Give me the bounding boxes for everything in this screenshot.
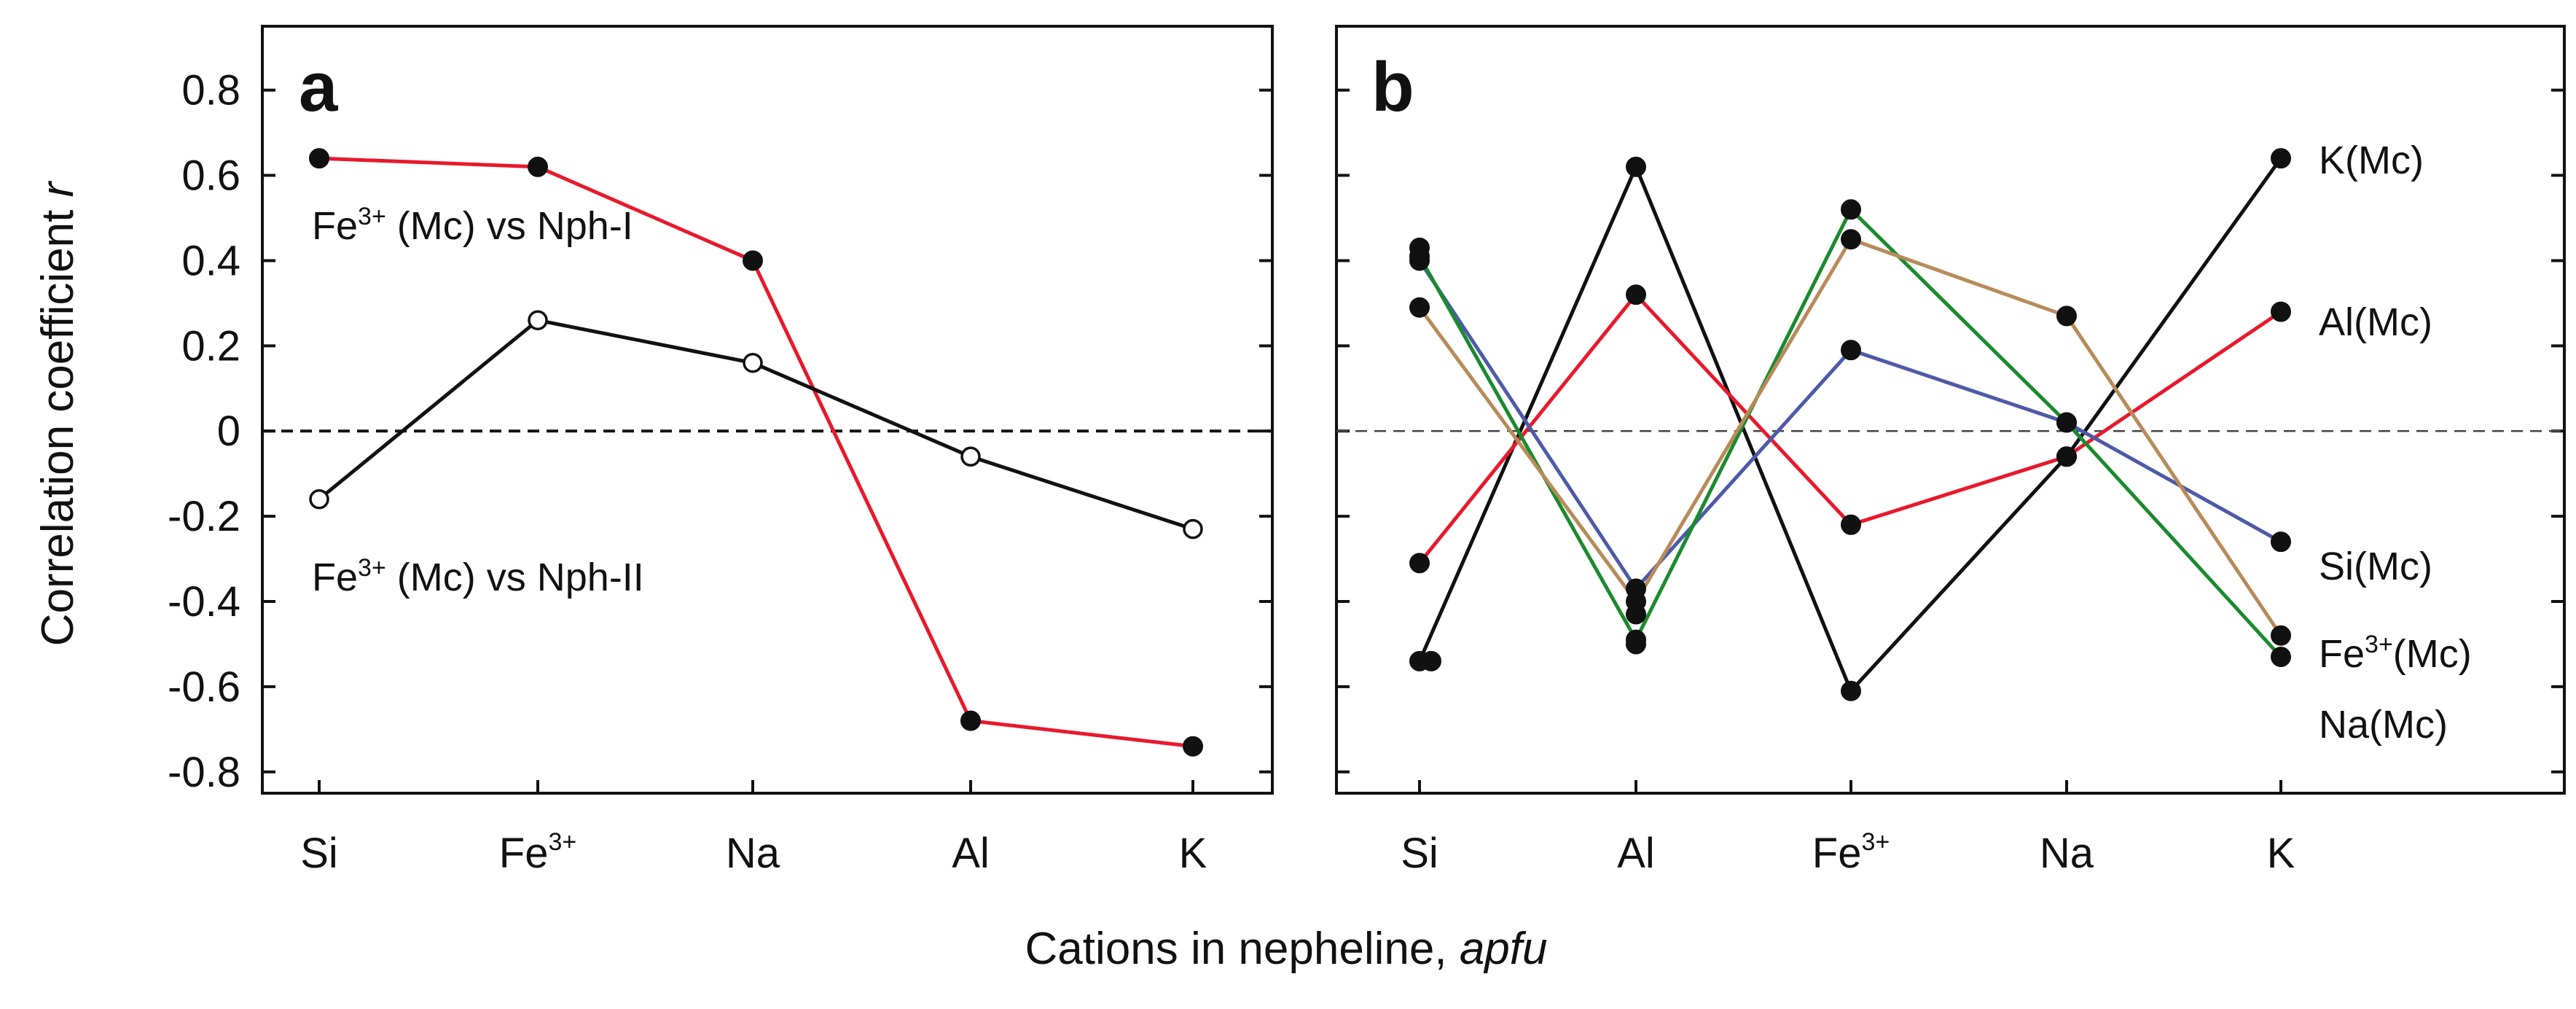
data-point-fe3-mc-vs-nph-i-al [960,710,981,731]
y-tick-label: 0.2 [181,322,240,370]
annotation-nph-ii: Fe3+ (Mc) vs Nph-II [312,554,644,599]
extra-point-al [1626,634,1646,655]
panel-a-frame [261,25,1274,795]
annotation-nph-i: Fe3+ (Mc) vs Nph-I [312,203,633,248]
x-tick-label-b-fe3: Fe3+ [1812,828,1890,877]
data-point-k-mc-fe3 [1841,680,1861,701]
x-tick-label-b-si: Si [1401,830,1438,877]
data-point-fe3-mc-vs-nph-i-k [1183,736,1203,757]
data-point-fe3-mc-fe3 [1841,199,1861,220]
y-tick-label: -0.6 [168,663,240,711]
data-point-na-mc-fe3 [1841,229,1861,250]
data-point-fe3-mc-na [2056,412,2077,433]
x-tick-label-a-al: Al [952,830,990,877]
panel-a-series [309,148,1203,757]
label-na-mc: Na(Mc) [2319,703,2448,747]
x-tick-label-a-si: Si [300,830,338,877]
data-point-k-mc-k [2271,148,2291,169]
x-tick-label-a-k: K [1179,830,1207,877]
panel-b-frame [1335,25,2566,795]
x-tick-label-a-na: Na [726,830,780,877]
data-point-fe3-mc-vs-nph-ii-na [743,352,763,373]
data-point-al-mc-fe3 [1841,514,1861,535]
x-tick-label-b-na: Na [2040,830,2094,877]
x-tick-label-b-al: Al [1617,830,1655,877]
label-k-mc: K(Mc) [2319,139,2424,182]
panel-a-letter: a [299,48,338,126]
data-point-k-mc-al [1626,156,1646,177]
panel-b-series [1409,148,2291,701]
y-tick-label: -0.4 [168,578,240,626]
data-point-fe3-mc-vs-nph-ii-fe3 [528,310,548,331]
label-si-mc: Si(Mc) [2319,545,2432,588]
y-tick-label: 0.8 [181,67,240,114]
data-point-fe3-mc-vs-nph-ii-si [309,488,329,510]
data-point-al-mc-al [1626,284,1646,305]
data-point-fe3-mc-vs-nph-ii-k [1183,518,1203,539]
x-tick-label-a-fe3: Fe3+ [499,828,576,877]
y-tick-label: 0.4 [181,237,240,284]
y-axis-title: Correlation coefficient r [33,180,83,646]
data-point-fe3-mc-k [2271,646,2291,667]
data-point-al-mc-k [2271,301,2291,322]
data-point-si-mc-k [2271,531,2291,553]
x-tick-label-b-k: K [2267,830,2295,877]
x-axis-title: Cations in nepheline, apfu [1025,924,1548,974]
label-fe3-mc: Fe3+(Mc) [2319,631,2472,676]
y-tick-label: 0.6 [181,152,240,200]
data-point-al-mc-na [2056,446,2077,467]
y-tick-label: -0.2 [168,493,240,540]
data-point-fe3-mc-vs-nph-ii-al [960,446,981,467]
extra-point-si [1409,237,1430,258]
y-tick-label: -0.8 [168,749,240,796]
data-point-na-mc-si [1409,297,1430,318]
data-point-na-mc-k [2271,625,2291,646]
data-point-fe3-mc-vs-nph-i-fe3 [528,156,548,177]
series-line-na-mc [1417,237,2283,637]
extra-point-al [1626,604,1646,625]
y-tick-label: 0 [217,408,240,455]
series-line-fe3-mc-vs-nph-ii [318,318,1194,531]
panel-a-axes: 0.8 0.6 0.4 0.2 0 -0.2 -0.4 -0.6 -0.8 Si Fe3+ Na Al K [168,67,1272,877]
series-line-fe3-mc [1417,207,2282,658]
panel-b-axes: Si Al Fe3+ Na K [1336,88,2564,877]
series-line-si-mc [1417,260,2282,591]
data-point-si-mc-fe3 [1841,340,1861,361]
data-point-fe3-mc-vs-nph-i-si [309,148,329,169]
data-point-al-mc-si [1409,553,1430,574]
data-point-na-mc-na [2056,305,2077,327]
panel-b-letter: b [1371,48,1414,126]
extra-point-si [1421,650,1441,671]
label-al-mc: Al(Mc) [2319,300,2432,344]
data-point-fe3-mc-vs-nph-i-na [743,250,763,271]
